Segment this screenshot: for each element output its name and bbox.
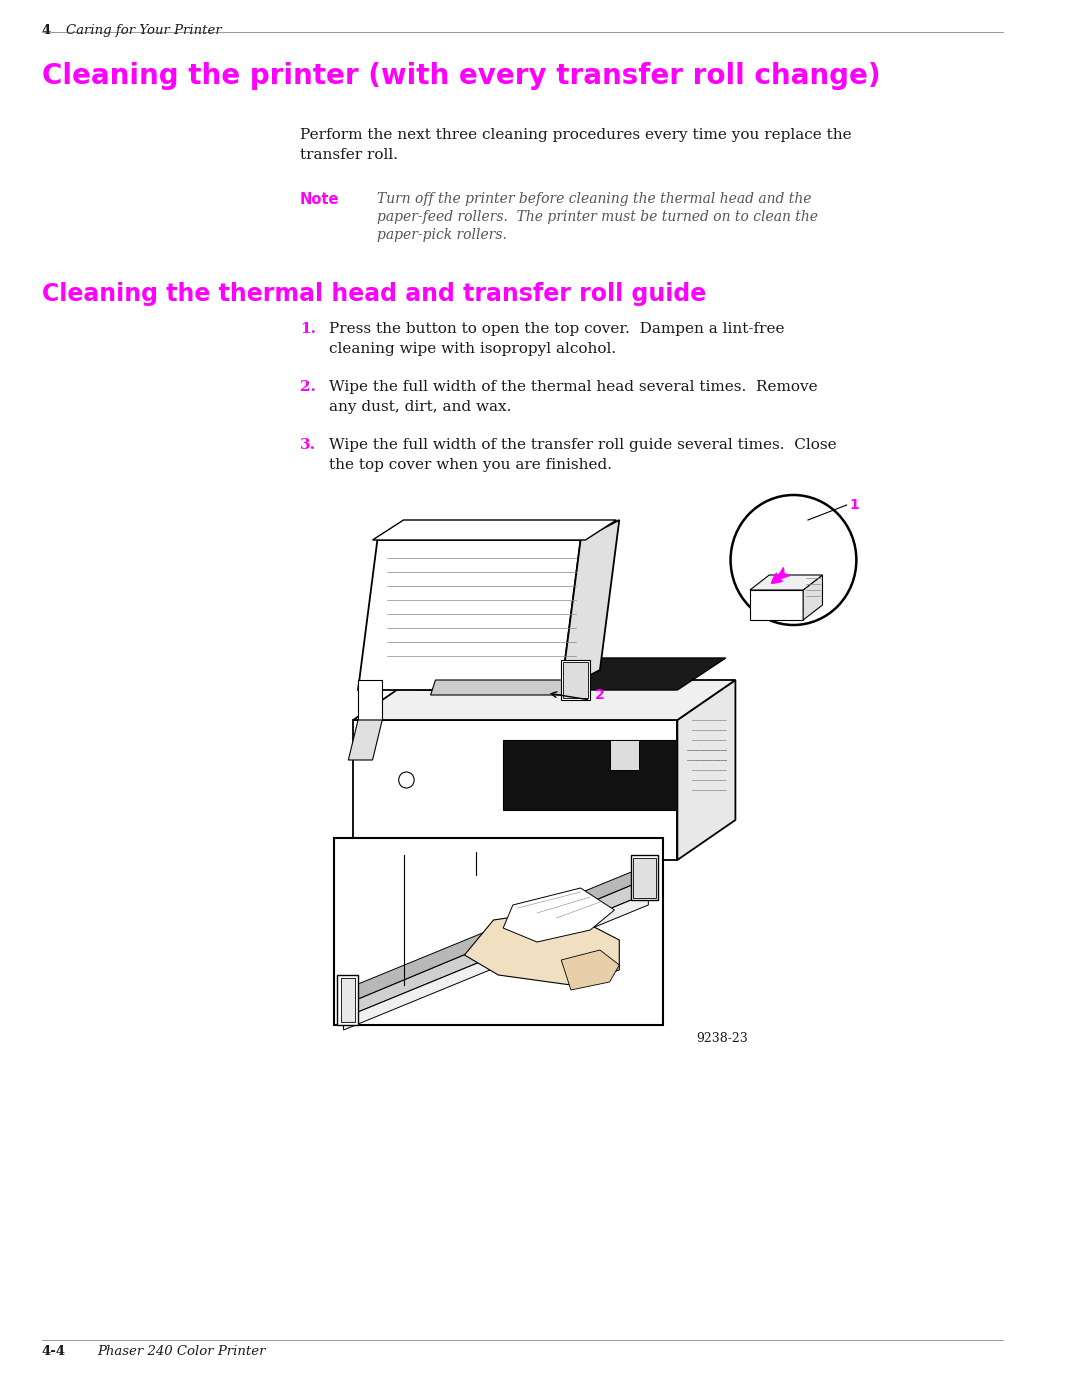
Polygon shape (337, 975, 359, 1025)
Polygon shape (562, 520, 619, 690)
Text: 2.: 2. (300, 380, 315, 394)
Text: paper-feed rollers.  The printer must be turned on to clean the: paper-feed rollers. The printer must be … (377, 210, 819, 224)
Polygon shape (750, 576, 823, 590)
Text: 2: 2 (595, 687, 605, 703)
Circle shape (399, 773, 414, 788)
Polygon shape (359, 541, 581, 690)
Text: 3: 3 (399, 842, 408, 856)
Text: Note: Note (300, 191, 339, 207)
Text: Wipe the full width of the thermal head several times.  Remove: Wipe the full width of the thermal head … (329, 380, 818, 394)
Circle shape (730, 495, 856, 624)
Text: paper-pick rollers.: paper-pick rollers. (377, 228, 508, 242)
Text: cleaning wipe with isopropyl alcohol.: cleaning wipe with isopropyl alcohol. (329, 342, 616, 356)
Polygon shape (416, 658, 726, 690)
Polygon shape (562, 950, 619, 990)
Polygon shape (631, 855, 658, 900)
Text: Wipe the full width of the transfer roll guide several times.  Close: Wipe the full width of the transfer roll… (329, 439, 837, 453)
Polygon shape (343, 893, 648, 1030)
Polygon shape (353, 719, 677, 861)
Polygon shape (359, 680, 382, 719)
Polygon shape (353, 680, 735, 719)
Text: Press the button to open the top cover.  Dampen a lint-free: Press the button to open the top cover. … (329, 321, 784, 337)
Polygon shape (562, 659, 591, 700)
Polygon shape (633, 858, 656, 898)
Text: the top cover when you are finished.: the top cover when you are finished. (329, 458, 612, 472)
Polygon shape (677, 680, 735, 861)
Text: Caring for Your Printer: Caring for Your Printer (66, 24, 221, 36)
Text: Phaser 240 Color Printer: Phaser 240 Color Printer (97, 1345, 266, 1358)
Text: 1: 1 (850, 497, 860, 511)
Polygon shape (373, 520, 617, 541)
Text: transfer roll.: transfer roll. (300, 148, 397, 162)
Polygon shape (804, 576, 823, 620)
Text: 1.: 1. (300, 321, 316, 337)
Text: Perform the next three cleaning procedures every time you replace the: Perform the next three cleaning procedur… (300, 129, 852, 142)
Polygon shape (349, 719, 382, 760)
Polygon shape (464, 909, 619, 985)
Polygon shape (503, 888, 615, 942)
Text: Cleaning the printer (with every transfer roll change): Cleaning the printer (with every transfe… (42, 61, 880, 89)
Text: Cleaning the thermal head and transfer roll guide: Cleaning the thermal head and transfer r… (42, 282, 706, 306)
Text: 9238-23: 9238-23 (697, 1032, 748, 1045)
Text: any dust, dirt, and wax.: any dust, dirt, and wax. (329, 400, 511, 414)
Polygon shape (503, 740, 677, 810)
Polygon shape (609, 740, 638, 770)
FancyBboxPatch shape (334, 838, 663, 1025)
Text: 4-4: 4-4 (42, 1345, 66, 1358)
Polygon shape (340, 978, 355, 1023)
Polygon shape (343, 865, 648, 1004)
Text: 2: 2 (471, 840, 481, 854)
Text: 3.: 3. (300, 439, 316, 453)
Text: 4: 4 (42, 24, 51, 36)
Polygon shape (431, 680, 571, 694)
Polygon shape (750, 590, 804, 620)
Polygon shape (563, 662, 589, 698)
Text: Turn off the printer before cleaning the thermal head and the: Turn off the printer before cleaning the… (377, 191, 812, 205)
Polygon shape (343, 877, 648, 1018)
